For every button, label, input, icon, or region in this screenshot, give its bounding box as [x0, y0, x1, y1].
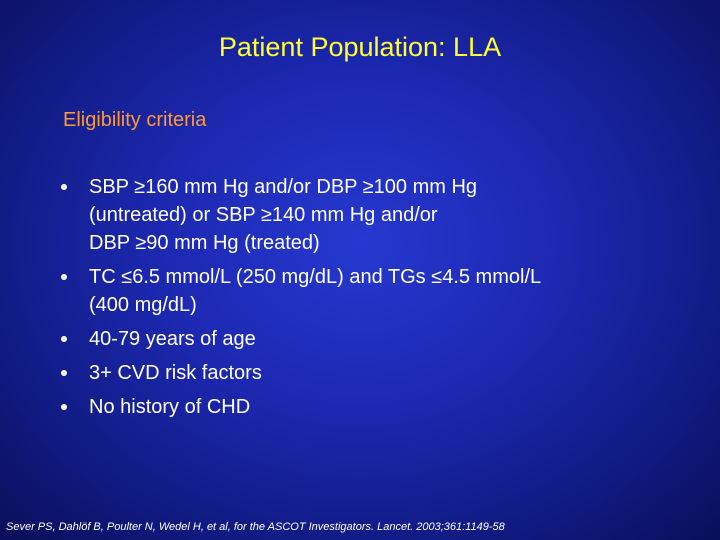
bullet-text: No history of CHD — [89, 396, 251, 418]
slide-title: Patient Population: LLA — [218, 32, 502, 62]
bullet-marker — [61, 274, 67, 280]
bullet-item: SBP ≥160 mm Hg and/or DBP ≥100 mm Hg (unt… — [58, 173, 698, 257]
bullet-text: (untreated) or SBP ≥140 mm Hg and/or — [89, 204, 438, 226]
bullet-text: SBP ≥160 mm Hg and/or DBP ≥100 mm Hg — [89, 176, 478, 198]
bullet-list: SBP ≥160 mm Hg and/or DBP ≥100 mm Hg (unt… — [58, 173, 698, 427]
bullet-marker — [61, 336, 67, 342]
section-heading: Eligibility criteria — [63, 109, 207, 131]
bullet-marker — [61, 404, 67, 410]
bullet-item: No history of CHD — [58, 393, 698, 421]
bullet-item: 40-79 years of age — [58, 325, 698, 353]
bullet-marker — [61, 184, 67, 190]
bullet-marker — [61, 370, 67, 376]
bullet-text: 3+ CVD risk factors — [89, 362, 262, 384]
bullet-text: (400 mg/dL) — [89, 294, 197, 316]
bullet-item: TC ≤6.5 mmol/L (250 mg/dL) and TGs ≤4.5 … — [58, 263, 698, 319]
bullet-item: 3+ CVD risk factors — [58, 359, 698, 387]
bullet-text: DBP ≥90 mm Hg (treated) — [89, 232, 320, 254]
bullet-text: TC ≤6.5 mmol/L (250 mg/dL) and TGs ≤4.5 … — [89, 266, 542, 288]
bullet-text: 40-79 years of age — [89, 328, 256, 350]
citation: Sever PS, Dahlöf B, Poulter N, Wedel H, … — [6, 521, 505, 533]
